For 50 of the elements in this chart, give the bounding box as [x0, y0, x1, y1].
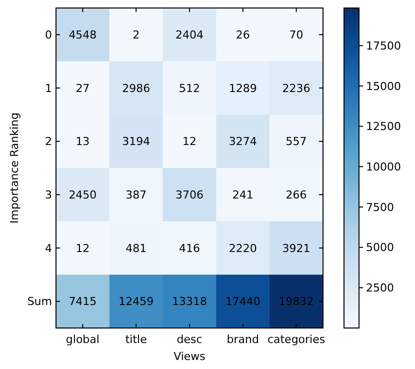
y-tick-label: 0: [45, 28, 52, 42]
color-bar-label: 2500: [366, 282, 394, 295]
data-label: 2236: [282, 82, 310, 95]
x-tick-label: title: [125, 333, 148, 346]
data-label: 387: [126, 188, 147, 202]
data-label: 3274: [228, 135, 257, 148]
color-bar-label: 12500: [366, 120, 401, 134]
data-label: 512: [179, 82, 200, 95]
x-tick-label: global: [66, 333, 100, 346]
data-label: 19832: [278, 295, 314, 308]
y-tick-label: 2: [45, 135, 52, 148]
data-label: 416: [179, 242, 200, 255]
y-axis-title: Importance Ranking: [8, 112, 21, 224]
data-label: 4548: [68, 28, 97, 42]
data-label: 3194: [122, 135, 150, 148]
x-tick-label: categories: [267, 333, 326, 346]
x-tick-label: brand: [226, 333, 259, 346]
data-label: 26: [236, 28, 250, 42]
color-bar-label: 5000: [366, 241, 394, 254]
color-bar-label: 7500: [366, 200, 394, 214]
data-label: 1289: [228, 82, 257, 95]
color-bar-label: 15000: [366, 80, 401, 93]
data-label: 13318: [172, 295, 207, 308]
data-label: 266: [286, 188, 307, 202]
data-label: 70: [289, 28, 304, 42]
data-label: 2: [132, 28, 140, 42]
data-label: 481: [126, 242, 147, 255]
data-label: 2986: [122, 82, 150, 95]
data-label: 27: [76, 82, 90, 95]
y-tick-label: 3: [45, 188, 52, 202]
data-label: 3706: [176, 188, 204, 202]
y-tick-label: 4: [45, 242, 52, 255]
x-axis-title: Views: [174, 350, 206, 363]
data-label: 13: [76, 135, 90, 148]
color-bar-label: 10000: [366, 160, 401, 174]
data-label: 12459: [118, 295, 154, 308]
data-label: 557: [286, 135, 307, 148]
data-label: 12: [76, 242, 90, 255]
y-tick-label: Sum: [27, 295, 52, 308]
x-tick-label: desc: [176, 333, 202, 346]
color-bar-label: 17500: [366, 39, 401, 52]
data-label: 2220: [228, 242, 257, 255]
data-label: 2450: [68, 188, 97, 202]
data-label: 241: [232, 188, 254, 202]
y-tick-label: 1: [45, 82, 52, 95]
data-label: 3921: [282, 242, 310, 255]
data-label: 7415: [68, 295, 97, 308]
data-label: 12: [182, 135, 196, 148]
data-label: 17440: [225, 295, 260, 308]
data-label: 2404: [176, 28, 204, 42]
